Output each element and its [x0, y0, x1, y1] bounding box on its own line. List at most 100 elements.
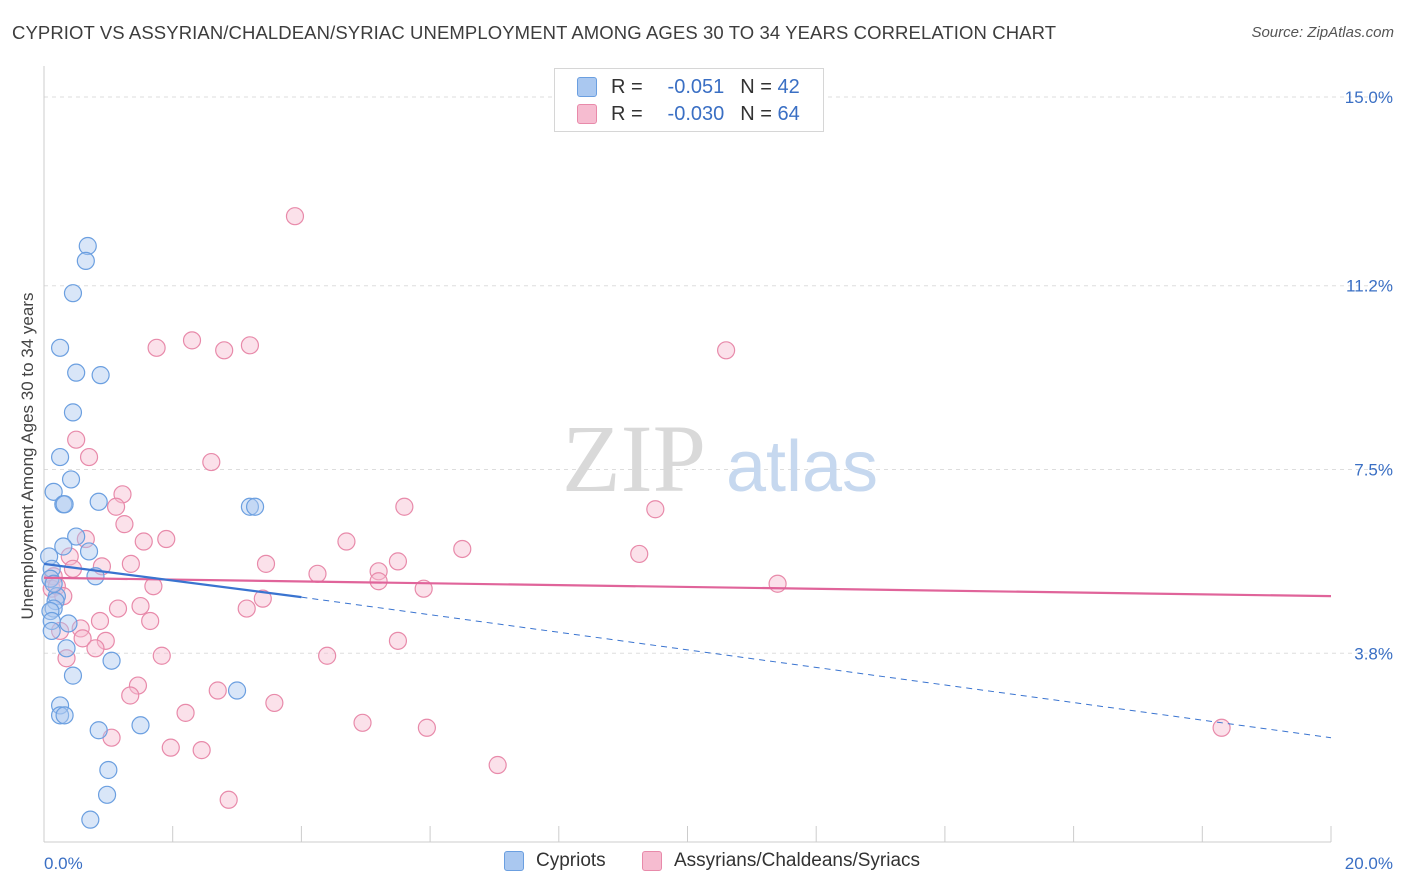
cypriots-trend-extension	[301, 596, 1332, 739]
legend-label: Cypriots	[536, 850, 606, 871]
watermark: ZIP atlas	[562, 405, 878, 512]
gridlines	[44, 96, 1392, 654]
assyrians-point	[141, 611, 160, 631]
cypriots-point	[99, 760, 118, 780]
cypriots-point	[97, 785, 117, 804]
assyrians-point	[369, 562, 388, 581]
cypriots-point	[50, 706, 70, 725]
cypriots-point	[67, 363, 86, 382]
cypriots-swatch	[577, 77, 597, 97]
assyrians-point	[192, 741, 211, 760]
assyrians-point	[388, 552, 408, 571]
assyrians-point	[202, 452, 221, 472]
legend-label: Assyrians/Chaldeans/Syriacs	[674, 850, 921, 871]
y-tick-label: 11.2%	[1346, 277, 1393, 296]
cypriots-point	[55, 495, 74, 514]
assyrians-point	[395, 497, 414, 516]
assyrians-point	[265, 693, 284, 713]
cypriots-point	[44, 482, 63, 501]
assyrians-point	[121, 554, 140, 573]
assyrians-point	[717, 341, 736, 360]
assyrians-point	[318, 646, 337, 665]
r-value: -0.030	[667, 102, 725, 125]
correlation-legend: R = -0.051 N = 42 R = -0.030 N = 64	[554, 68, 824, 132]
assyrians-point	[134, 532, 153, 551]
assyrians-point	[131, 596, 150, 616]
cypriots-point	[42, 621, 61, 641]
assyrians-point	[147, 338, 166, 357]
assyrians-point	[79, 447, 99, 467]
assyrians-point	[152, 646, 171, 665]
assyrians-point	[219, 790, 238, 809]
cypriots-point	[44, 574, 63, 593]
assyrians-point	[182, 331, 202, 350]
cypriots-point	[54, 537, 73, 556]
legend-row-assyrians: R = -0.030 N = 64	[577, 101, 800, 127]
assyrians-point	[86, 639, 105, 658]
assyrians-point	[488, 755, 507, 775]
cypriots-point	[240, 497, 260, 516]
cypriots-point	[63, 403, 83, 422]
assyrians-swatch	[577, 104, 597, 124]
trend-lines	[43, 562, 1332, 739]
n-label: N =	[740, 102, 772, 125]
cypriots-point	[131, 716, 150, 735]
assyrians-trend-line	[43, 576, 1332, 598]
legend-item-cypriots[interactable]: Cypriots	[504, 850, 606, 872]
assyrians-point	[630, 544, 649, 564]
assyrians-point	[417, 718, 436, 737]
assyrians-point	[388, 631, 408, 650]
assyrians-point	[90, 611, 110, 631]
cypriots-swatch	[504, 851, 524, 871]
series-cypriots-points	[40, 236, 265, 829]
watermark-zip: ZIP	[562, 405, 706, 512]
cypriots-point	[79, 542, 99, 561]
x-tick-label: 20.0%	[1345, 854, 1393, 873]
n-value: 42	[777, 75, 800, 98]
assyrians-point	[208, 681, 227, 700]
assyrians-point	[453, 539, 472, 559]
cypriots-point	[55, 706, 74, 725]
assyrians-point	[215, 341, 234, 360]
cypriots-point	[50, 696, 70, 715]
assyrians-point	[1212, 718, 1231, 737]
assyrians-point	[646, 500, 665, 519]
assyrians-point	[73, 629, 92, 648]
assyrians-point	[108, 599, 128, 618]
cypriots-point	[50, 338, 70, 357]
cypriots-point	[227, 681, 247, 700]
assyrians-point	[768, 574, 787, 593]
series-assyrians-points	[42, 207, 1231, 809]
series-legend: Cypriots Assyrians/Chaldeans/Syriacs	[0, 850, 1406, 878]
cypriots-trend-line	[43, 562, 302, 599]
assyrians-swatch	[642, 851, 662, 871]
cypriots-point	[76, 251, 95, 270]
axes	[43, 66, 1332, 843]
assyrians-point	[57, 649, 76, 668]
cypriots-point	[61, 470, 81, 489]
cypriots-point	[63, 284, 83, 303]
assyrians-point	[237, 599, 256, 618]
cypriots-point	[89, 492, 108, 511]
legend-item-assyrians[interactable]: Assyrians/Chaldeans/Syriacs	[642, 850, 920, 872]
cypriots-point	[50, 447, 70, 467]
assyrians-point	[308, 564, 327, 583]
assyrians-point	[67, 430, 86, 449]
watermark-atlas: atlas	[726, 427, 878, 507]
assyrians-point	[161, 738, 180, 757]
cypriots-point	[78, 236, 97, 256]
y-tick-label: 3.8%	[1354, 644, 1393, 663]
assyrians-point	[369, 572, 388, 591]
cypriots-point	[59, 614, 78, 633]
cypriots-point	[89, 721, 108, 740]
assyrians-point	[256, 554, 276, 573]
assyrians-point	[157, 529, 176, 549]
r-label: R =	[611, 75, 643, 98]
cypriots-point	[102, 651, 121, 670]
assyrians-point	[353, 713, 372, 732]
assyrians-point	[240, 336, 260, 355]
r-value: -0.051	[667, 75, 725, 98]
legend-row-cypriots: R = -0.051 N = 42	[577, 74, 800, 100]
source-label: Source: ZipAtlas.com	[1251, 24, 1394, 41]
